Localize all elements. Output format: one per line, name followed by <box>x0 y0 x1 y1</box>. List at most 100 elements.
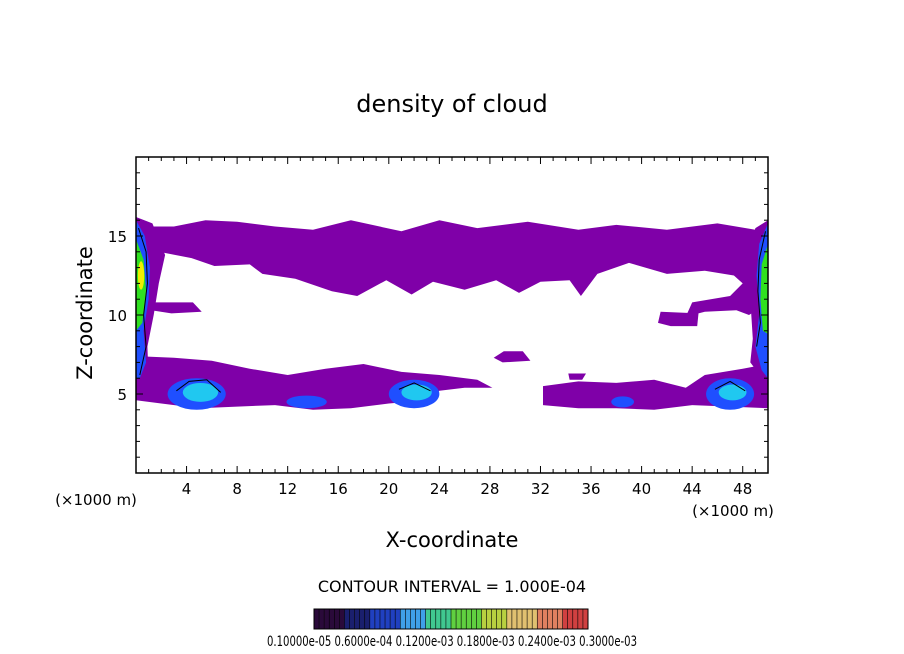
x-tick-label: 36 <box>581 480 600 498</box>
x-unit-label: (×1000 m) <box>692 502 774 520</box>
colorbar-cell <box>451 609 457 629</box>
colorbar-cell <box>319 609 325 629</box>
contour-line <box>756 231 766 347</box>
x-tick-label: 44 <box>683 480 702 498</box>
y-axis-title: Z-coordinate <box>73 246 97 380</box>
contour-line <box>398 382 431 392</box>
cloud-fragment <box>493 351 531 363</box>
colorbar-cell <box>461 609 467 629</box>
colorbar-cell <box>339 609 345 629</box>
x-tick-label: 12 <box>278 480 297 498</box>
colorbar-cell <box>572 609 578 629</box>
cell-x13 <box>286 395 327 409</box>
colorbar-cell <box>430 609 436 629</box>
y-tick-label: 15 <box>108 228 127 246</box>
cloud-fragment <box>658 311 699 327</box>
cell-x38 <box>611 396 635 408</box>
x-tick-label: 16 <box>329 480 348 498</box>
cloud-fields <box>136 217 768 410</box>
colorbar-cell <box>344 609 350 629</box>
colorbar-cell <box>532 609 538 629</box>
colorbar-cell <box>511 609 517 629</box>
colorbar-cell <box>557 609 563 629</box>
colorbar-cell <box>506 609 512 629</box>
contour-line <box>138 227 148 376</box>
colorbar-cell <box>390 609 396 629</box>
y-tick-label: 5 <box>117 386 127 404</box>
colorbar-cell <box>329 609 335 629</box>
colorbar-cell <box>405 609 411 629</box>
x-tick-label: 40 <box>632 480 651 498</box>
colorbar-cell <box>471 609 477 629</box>
cell-x5-inner <box>182 382 219 402</box>
y-tick-label: 10 <box>108 307 127 325</box>
upper-cloud-layer <box>138 220 768 317</box>
contour-interval-label: CONTOUR INTERVAL = 1.000E-04 <box>318 577 586 596</box>
colorbar-cell <box>516 609 523 629</box>
colorbar-cell <box>496 609 502 629</box>
x-tick-label: 32 <box>531 480 550 498</box>
colorbar-cell <box>445 609 451 629</box>
left-core-peak <box>137 261 145 290</box>
x-tick-label: 48 <box>733 480 752 498</box>
colorbar-cell <box>415 609 421 629</box>
plot-area <box>135 156 769 474</box>
colorbar-cell <box>349 609 355 629</box>
colorbar-cell <box>314 609 320 629</box>
colorbar-cell <box>537 609 543 629</box>
colorbar-cell <box>395 609 401 629</box>
colorbar-cell <box>562 609 568 629</box>
y-axis-tick-labels: 5 10 15 <box>108 228 127 404</box>
y-axis-ticks <box>136 156 768 474</box>
colorbar-cell <box>364 609 370 629</box>
colorbar-cell <box>385 609 391 629</box>
colorbar-cell <box>379 609 386 629</box>
cell-x22-inner <box>401 384 432 401</box>
colorbar-cell <box>547 609 553 629</box>
colorbar-cell <box>481 609 487 629</box>
colorbar-cell <box>456 609 462 629</box>
colorbar-cell <box>369 609 375 629</box>
colorbar-cell <box>435 609 441 629</box>
colorbar-cell <box>522 609 528 629</box>
colorbar-cell <box>542 609 548 629</box>
contour-line <box>714 380 746 392</box>
colorbar-cell <box>527 609 533 629</box>
cell-x47-inner <box>718 384 747 401</box>
x-axis-ticks <box>135 157 769 473</box>
contour-line <box>176 379 222 393</box>
colorbar-cell <box>374 609 380 629</box>
colorbar-cell <box>425 609 431 629</box>
colorbar-cell <box>440 609 446 629</box>
cloud-fragment <box>151 302 202 314</box>
colorbar-cell <box>486 609 492 629</box>
chart-title: density of cloud <box>356 90 547 118</box>
colorbar-cell <box>567 609 573 629</box>
colorbar-cell <box>491 609 497 629</box>
x-axis-title: X-coordinate <box>386 528 519 552</box>
colorbar-cell <box>501 609 507 629</box>
colorbar-cell <box>476 609 482 629</box>
colorbar-cell <box>334 609 340 629</box>
y-unit-label: (×1000 m) <box>55 491 137 509</box>
colorbar-labels: 0.10000e-05 0.6000e-04 0.1200e-03 0.1800… <box>267 634 637 650</box>
colorbar-cell <box>420 609 426 629</box>
colorbar-cell <box>400 609 406 629</box>
colorbar-cell <box>410 609 416 629</box>
x-tick-label: 20 <box>379 480 398 498</box>
colorbar-cell <box>324 609 330 629</box>
x-tick-label: 8 <box>232 480 242 498</box>
x-tick-label: 28 <box>480 480 499 498</box>
x-axis-tick-labels: 4 8 12 16 20 24 28 32 36 40 44 48 <box>182 480 752 498</box>
colorbar-cell <box>466 609 472 629</box>
colorbar-cell <box>359 609 365 629</box>
colorbar-cell <box>577 609 583 629</box>
right-core-inner <box>760 243 768 334</box>
colorbar-cell <box>552 609 558 629</box>
colorbar-cell <box>582 609 588 629</box>
cloud-fragment <box>568 373 586 380</box>
x-tick-label: 24 <box>430 480 449 498</box>
colorbar-cell <box>354 609 360 629</box>
colorbar <box>313 608 589 630</box>
